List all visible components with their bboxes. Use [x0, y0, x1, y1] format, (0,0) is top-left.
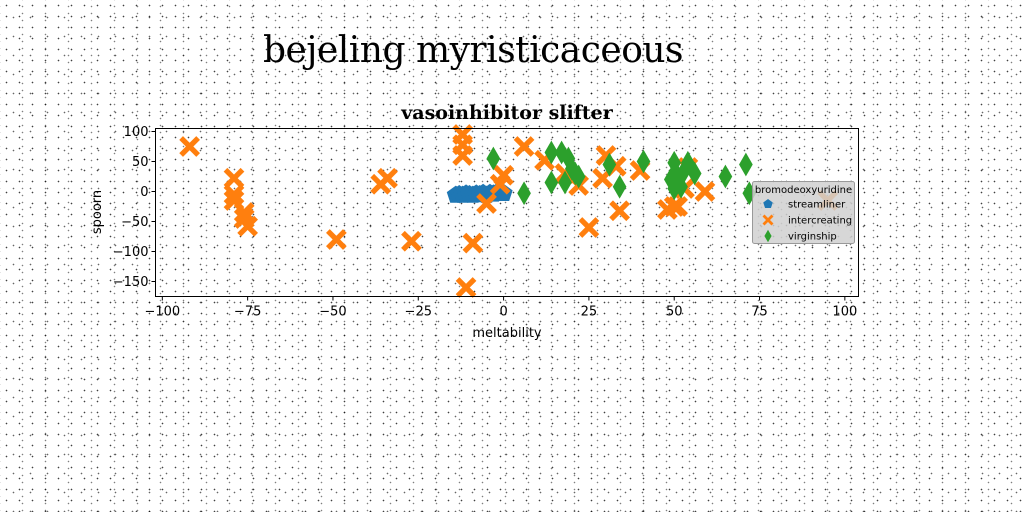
- data-point-virginship: [677, 158, 692, 183]
- y-tick-label: −100: [113, 245, 149, 260]
- data-point-virginship: [687, 161, 702, 186]
- data-point-virginship: [544, 170, 559, 195]
- y-tick-label: −50: [121, 215, 148, 230]
- data-point-intercreating: [326, 229, 347, 250]
- data-point-intercreating: [223, 167, 245, 189]
- data-point-intercreating: [609, 200, 630, 222]
- legend-box: [752, 181, 855, 244]
- legend-marker-intercreating: [762, 214, 774, 226]
- data-point-intercreating: [455, 277, 477, 298]
- data-point-intercreating: [578, 217, 600, 238]
- x-tick-label: −75: [234, 305, 261, 320]
- data-point-virginship: [612, 174, 627, 199]
- x-tick-label: 25: [581, 305, 598, 320]
- y-tick-label: −150: [113, 275, 149, 290]
- x-tick-label: −50: [319, 305, 346, 320]
- data-point-intercreating: [179, 136, 200, 157]
- x-axis-label: meltability: [472, 326, 542, 341]
- x-tick-label: 100: [832, 305, 857, 320]
- data-point-intercreating: [452, 145, 473, 166]
- legend-label-streamliner: streamliner: [788, 200, 846, 211]
- y-axis-label: spoorn: [90, 190, 105, 234]
- data-point-virginship: [558, 170, 572, 195]
- data-point-intercreating: [476, 193, 497, 214]
- data-point-intercreating: [233, 202, 255, 223]
- legend: bromodeoxyuridine streamliner intercreati…: [752, 181, 855, 244]
- x-tick-label: −25: [405, 305, 432, 320]
- legend-label-intercreating: intercreating: [788, 216, 852, 227]
- chart-title: vasoinhibitor slifter: [400, 102, 614, 124]
- plot-frame: [155, 128, 859, 297]
- data-point-intercreating: [462, 232, 484, 254]
- data-point-intercreating: [667, 196, 688, 217]
- data-point-intercreating: [223, 184, 245, 205]
- data-point-virginship: [739, 152, 753, 177]
- data-point-virginship: [718, 164, 733, 189]
- axis-ticks: −100 −75 −50 −25 0 25 50 75 100 100 50 0 −50 −100 −150: [113, 125, 857, 320]
- data-point-virginship: [571, 164, 586, 189]
- data-point-intercreating: [377, 167, 398, 189]
- legend-marker-streamliner: [763, 199, 773, 209]
- data-point-virginship: [554, 140, 569, 165]
- x-tick-label: 0: [499, 305, 507, 320]
- data-point-intercreating: [694, 181, 716, 202]
- data-point-intercreating: [237, 215, 259, 237]
- data-point-virginship: [670, 164, 685, 189]
- y-tick-label: 50: [132, 155, 149, 170]
- plot-marks: [179, 124, 839, 298]
- x-tick-label: 50: [666, 305, 683, 320]
- x-tick-label: 75: [751, 305, 768, 320]
- legend-title: bromodeoxyuridine: [755, 185, 852, 196]
- data-point-intercreating: [513, 136, 535, 157]
- y-tick-label: 0: [140, 185, 148, 200]
- data-point-virginship: [636, 149, 651, 174]
- data-point-virginship: [517, 181, 531, 206]
- page-title: bejeling myristicaceous: [262, 30, 684, 71]
- data-point-virginship: [544, 140, 559, 165]
- y-tick-label: 100: [124, 125, 149, 140]
- data-point-intercreating: [493, 164, 514, 186]
- data-point-intercreating: [401, 230, 422, 252]
- legend-label-virginship: virginship: [788, 232, 837, 243]
- x-tick-label: −100: [144, 305, 180, 320]
- data-point-virginship: [602, 152, 617, 177]
- legend-marker-virginship: [764, 229, 772, 243]
- data-point-virginship: [486, 146, 501, 171]
